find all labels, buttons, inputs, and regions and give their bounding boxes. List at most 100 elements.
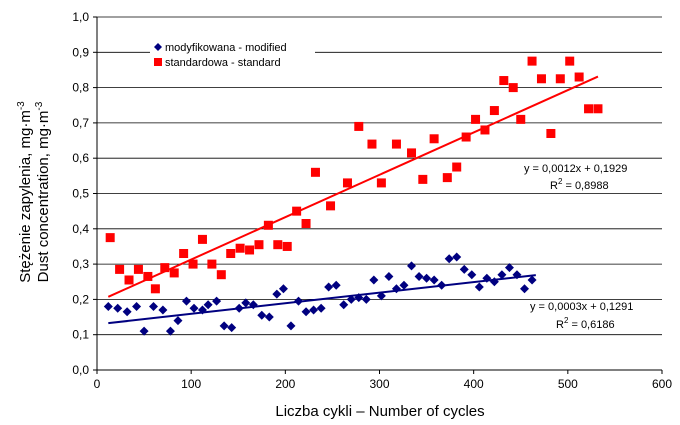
r-squared-standard: R2 = 0,8988 <box>550 177 609 192</box>
data-point-standard <box>376 178 386 188</box>
data-point-modified <box>197 305 207 315</box>
data-point-modified <box>278 284 288 294</box>
legend-marker-modified <box>154 43 162 51</box>
data-point-standard <box>179 249 189 259</box>
y-axis-title: Stężenie zapylenia, mg·m-3 Dust concentr… <box>16 101 52 283</box>
legend-label-standard: standardowa - standard <box>165 57 281 69</box>
data-point-modified <box>241 298 251 308</box>
data-point-standard <box>516 114 526 124</box>
data-point-modified <box>391 284 401 294</box>
trendline-modified <box>108 274 536 325</box>
data-point-standard <box>245 245 255 255</box>
data-point-standard <box>282 241 292 251</box>
r2-value: = 0,8988 <box>562 180 608 192</box>
data-point-standard <box>489 106 499 116</box>
data-point-modified <box>158 305 168 315</box>
legend-square-marker <box>154 58 162 66</box>
data-point-standard <box>207 259 217 269</box>
data-point-modified <box>234 303 244 313</box>
data-point-modified <box>331 280 341 290</box>
x-axis-title: Liczba cykli – Number of cycles <box>275 403 484 420</box>
y-tick-label: 0,8 <box>72 81 89 95</box>
data-point-standard <box>565 56 575 66</box>
data-point-modified <box>248 300 258 310</box>
x-tick-label: 600 <box>652 377 672 391</box>
data-point-standard <box>105 233 115 243</box>
data-point-modified <box>384 271 394 281</box>
data-point-modified <box>301 307 311 317</box>
data-point-standard <box>235 243 245 253</box>
data-point-modified <box>173 316 183 326</box>
y-tick-label: 0,5 <box>72 187 89 201</box>
data-point-standard <box>254 240 264 250</box>
annotation-modified: y = 0,0003x + 0,1291 R2 = 0,6186 <box>530 301 633 331</box>
data-point-standard <box>115 264 125 274</box>
y-tick-label: 1,0 <box>72 10 89 24</box>
data-point-modified <box>354 293 364 303</box>
data-point-standard <box>527 56 537 66</box>
r2-symbol: R <box>550 180 558 192</box>
data-point-modified <box>103 301 113 311</box>
legend-marker-standard <box>154 58 162 66</box>
legend-label-modified: modyfikowana - modified <box>165 42 287 54</box>
y-axis-ticks: 0,0 0,1 0,2 0,3 0,4 0,5 0,6 0,7 0,8 0,9 1,0 <box>72 10 97 377</box>
y-tick-label: 0,0 <box>72 363 89 377</box>
x-tick-label: 200 <box>275 377 295 391</box>
r2-value: = 0,6186 <box>568 319 614 331</box>
data-point-standard <box>354 121 364 131</box>
data-point-standard <box>301 219 311 229</box>
data-point-standard <box>546 128 556 138</box>
y-tick-label: 0,9 <box>72 45 89 59</box>
data-point-modified <box>346 294 356 304</box>
data-point-standard <box>407 148 417 158</box>
equation-modified: y = 0,0003x + 0,1291 <box>530 301 633 313</box>
data-point-modified <box>227 323 237 333</box>
r2-symbol: R <box>556 319 564 331</box>
data-point-modified <box>286 321 296 331</box>
data-point-standard <box>263 220 273 230</box>
data-point-modified <box>132 301 142 311</box>
data-point-modified <box>369 275 379 285</box>
data-point-standard <box>584 104 594 114</box>
data-point-standard <box>188 259 198 269</box>
data-point-modified <box>113 303 123 313</box>
data-point-standard <box>216 270 226 280</box>
data-point-standard <box>292 206 302 216</box>
data-point-modified <box>399 280 409 290</box>
data-point-standard <box>197 234 207 244</box>
data-point-standard <box>133 264 143 274</box>
data-point-modified <box>272 289 282 299</box>
y-tick-label: 0,1 <box>72 328 89 342</box>
data-point-standard <box>310 167 320 177</box>
data-point-standard <box>471 114 481 124</box>
data-point-modified <box>361 294 371 304</box>
data-points <box>103 56 603 336</box>
x-tick-label: 100 <box>181 377 201 391</box>
data-point-modified <box>257 310 267 320</box>
data-point-standard <box>391 139 401 149</box>
data-point-standard <box>480 125 490 135</box>
data-point-modified <box>474 282 484 292</box>
x-axis-ticks: 0 100 200 300 400 500 600 <box>94 370 672 391</box>
y-tick-label: 0,6 <box>72 151 89 165</box>
legend-box <box>150 37 315 71</box>
data-point-modified <box>376 291 386 301</box>
data-point-modified <box>437 280 447 290</box>
series-standard <box>105 56 603 294</box>
data-point-standard <box>326 201 336 211</box>
data-point-standard <box>367 139 377 149</box>
data-point-standard <box>452 162 462 172</box>
data-point-standard <box>150 284 160 294</box>
data-point-standard <box>418 174 428 184</box>
data-point-modified <box>264 312 274 322</box>
y-axis-title-line2: Dust concentration, mg·m-3 <box>34 101 52 282</box>
data-point-modified <box>467 270 477 280</box>
x-tick-label: 400 <box>464 377 484 391</box>
data-point-modified <box>482 273 492 283</box>
data-point-modified <box>504 263 514 273</box>
r2-exponent: 2 <box>558 177 563 186</box>
data-point-modified <box>527 275 537 285</box>
data-point-modified <box>181 296 191 306</box>
data-point-standard <box>574 72 584 82</box>
